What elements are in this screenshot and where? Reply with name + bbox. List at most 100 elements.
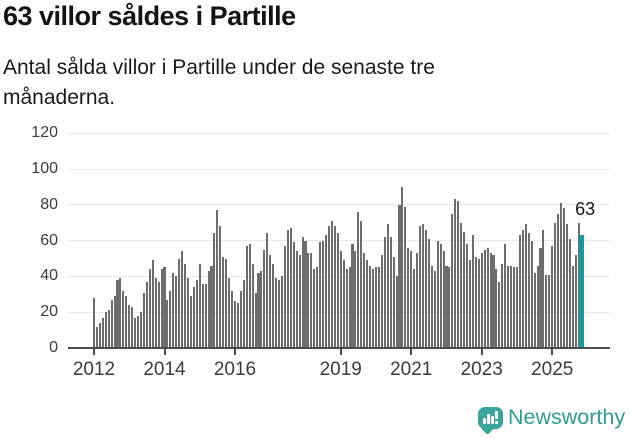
bar xyxy=(210,265,213,348)
x-axis-label: 2019 xyxy=(319,359,362,380)
bar xyxy=(113,296,116,348)
bar xyxy=(468,260,472,348)
bar xyxy=(392,256,395,348)
bar xyxy=(551,245,554,348)
bar xyxy=(148,269,151,348)
x-axis-line xyxy=(68,347,610,349)
bar xyxy=(533,272,536,348)
bar xyxy=(260,271,263,348)
bar xyxy=(527,233,530,348)
bar xyxy=(110,299,113,348)
bar xyxy=(463,231,466,348)
bar xyxy=(216,210,219,348)
bar xyxy=(186,278,190,348)
bar xyxy=(474,256,477,348)
bar xyxy=(348,267,351,348)
bar xyxy=(521,229,524,348)
bar xyxy=(178,258,181,348)
bar xyxy=(316,267,319,348)
bar xyxy=(95,326,98,348)
bar xyxy=(419,226,422,348)
bar xyxy=(239,290,242,348)
bar xyxy=(548,274,551,348)
bar xyxy=(457,201,460,348)
bar xyxy=(510,265,513,348)
bar xyxy=(310,253,313,348)
bar xyxy=(116,279,119,348)
bar xyxy=(330,220,333,348)
bar xyxy=(557,213,560,348)
y-axis-label: 60 xyxy=(40,231,58,249)
bar xyxy=(410,251,413,348)
x-axis-label: 2014 xyxy=(143,359,186,380)
bar xyxy=(562,208,566,348)
bar xyxy=(231,290,234,348)
bar xyxy=(292,242,295,348)
bar xyxy=(442,251,445,348)
y-axis-label: 120 xyxy=(31,124,58,142)
bar xyxy=(345,269,348,348)
bar xyxy=(275,278,278,348)
bar xyxy=(466,244,469,348)
bar xyxy=(477,258,480,348)
value-annotation: 63 xyxy=(575,199,596,220)
bar xyxy=(322,240,325,348)
bar xyxy=(339,251,342,348)
bar xyxy=(389,237,392,348)
bar xyxy=(172,272,175,348)
bar xyxy=(439,244,442,348)
brand-name: Newsworthy xyxy=(508,405,626,429)
bar xyxy=(313,269,316,348)
bar xyxy=(539,247,542,348)
bar xyxy=(577,222,580,348)
bar xyxy=(131,306,134,348)
bar xyxy=(369,265,372,348)
y-axis-label: 40 xyxy=(40,267,58,285)
gridline xyxy=(68,132,610,134)
bar xyxy=(125,296,128,348)
y-axis-label: 80 xyxy=(40,195,58,213)
bar xyxy=(307,253,310,348)
bar xyxy=(495,269,498,348)
bar xyxy=(181,251,184,348)
bar xyxy=(404,206,407,348)
x-axis-tick xyxy=(93,349,95,355)
bar xyxy=(445,265,448,348)
bar xyxy=(424,229,427,348)
bar xyxy=(280,276,284,348)
bar xyxy=(157,281,160,348)
bar xyxy=(242,279,245,348)
bar xyxy=(565,224,568,348)
bar xyxy=(195,279,198,348)
logo-pin-tail xyxy=(481,422,494,435)
bar xyxy=(98,322,101,348)
bar xyxy=(245,245,248,348)
bar xyxy=(263,249,266,348)
bar xyxy=(498,281,501,348)
bar xyxy=(430,265,433,348)
bar xyxy=(560,203,563,348)
bar xyxy=(325,235,328,348)
bar xyxy=(568,238,571,348)
bar xyxy=(166,299,169,348)
bar xyxy=(184,263,187,348)
x-axis-label: 2016 xyxy=(213,359,257,380)
bar xyxy=(413,269,416,348)
x-axis-label: 2025 xyxy=(531,359,574,380)
gridline xyxy=(68,311,610,313)
bar xyxy=(395,276,398,348)
bar xyxy=(169,290,172,348)
bar xyxy=(501,263,504,348)
bar xyxy=(233,301,237,348)
bar xyxy=(204,283,207,348)
bar xyxy=(219,226,222,348)
gridline xyxy=(68,275,610,277)
gridline xyxy=(68,168,610,170)
bar xyxy=(342,260,345,348)
bar xyxy=(142,292,145,348)
bar xyxy=(536,265,539,348)
x-axis-label: 2023 xyxy=(460,359,503,380)
bar xyxy=(198,263,201,348)
bar xyxy=(295,251,298,348)
logo-exclamation-dot-icon xyxy=(495,421,498,424)
